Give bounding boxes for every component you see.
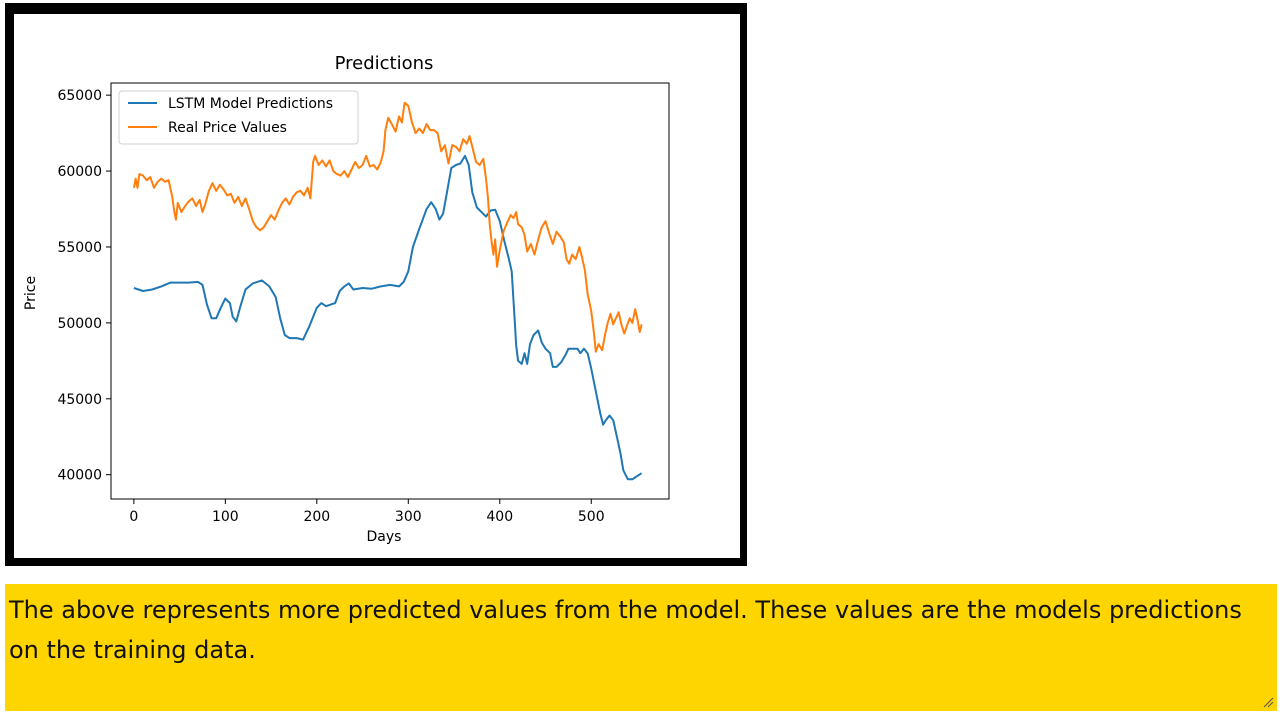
x-axis-label: Days <box>367 529 402 545</box>
x-tick-label: 500 <box>578 509 605 525</box>
x-tick-label: 0 <box>129 509 138 525</box>
x-tick-label: 400 <box>486 509 513 525</box>
resize-handle-icon[interactable] <box>1262 696 1274 708</box>
plot-canvas: Predictions Days Price 0 100 200 300 400 500 4… <box>14 14 740 558</box>
legend-label-real: Real Price Values <box>168 120 287 136</box>
x-tick-label: 100 <box>212 509 239 525</box>
legend-box <box>118 90 359 145</box>
y-axis-label: Price <box>23 276 39 310</box>
legend-label-predictions: LSTM Model Predictions <box>168 96 333 112</box>
y-tick-label: 55000 <box>57 240 102 256</box>
y-tick-label: 40000 <box>57 468 102 484</box>
note-text: The above represents more predicted valu… <box>9 596 1242 664</box>
y-tick-label: 60000 <box>57 164 102 180</box>
plot-area-border <box>110 82 670 500</box>
y-tick-label: 45000 <box>57 392 102 408</box>
series-layer <box>132 101 643 481</box>
series-line-1 <box>132 101 643 353</box>
y-tick-label: 65000 <box>57 88 102 104</box>
legend: LSTM Model Predictions Real Price Values <box>118 90 359 145</box>
y-tick-label: 50000 <box>57 316 102 332</box>
chart-title: Predictions <box>335 53 434 74</box>
x-tick-label: 200 <box>303 509 330 525</box>
markdown-note[interactable]: The above represents more predicted valu… <box>5 584 1277 711</box>
series-line-0 <box>133 154 643 481</box>
axes-layer: 0 100 200 300 400 500 40000 45000 50000 55000 6000… <box>57 82 670 525</box>
line-chart: Predictions Days Price 0 100 200 300 400 500 4… <box>23 53 670 545</box>
x-tick-label: 300 <box>395 509 422 525</box>
chart-frame: Predictions Days Price 0 100 200 300 400 500 4… <box>5 3 747 566</box>
